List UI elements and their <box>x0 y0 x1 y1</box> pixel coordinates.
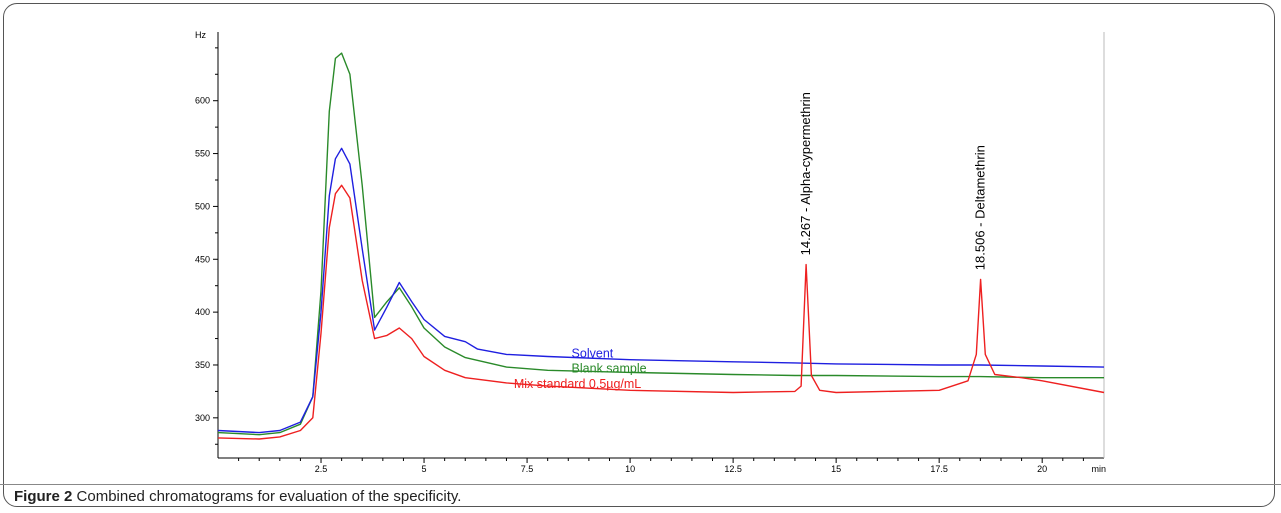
series-label: Solvent <box>572 347 614 361</box>
series-line-solvent <box>217 147 1105 434</box>
chart-series <box>217 52 1105 440</box>
figure-caption: Figure 2 Combined chromatograms for eval… <box>0 484 1281 508</box>
peak-annotation: 14.267 - Alpha-cypermethrin <box>798 92 813 255</box>
x-tick-label: 15 <box>831 464 841 474</box>
x-tick-label: 17.5 <box>930 464 948 474</box>
y-tick-label: 500 <box>195 201 210 211</box>
x-tick-label: 7.5 <box>521 464 534 474</box>
x-tick-label: 20 <box>1037 464 1047 474</box>
series-label: Mix standard 0.5µg/mL <box>514 377 641 391</box>
caption-text: Figure 2 Combined chromatograms for eval… <box>14 488 461 505</box>
y-tick-label: 550 <box>195 149 210 159</box>
y-axis-unit: Hz <box>195 30 206 40</box>
y-tick-label: 350 <box>195 360 210 370</box>
caption-label: Figure 2 <box>14 488 73 505</box>
x-tick-label: 12.5 <box>724 464 742 474</box>
caption-body: Combined chromatograms for evaluation of… <box>76 488 462 505</box>
figure-frame <box>3 3 1275 507</box>
series-line-blank-sample <box>217 52 1104 436</box>
series-line-mix-standard-0-5-g-ml <box>217 184 1105 440</box>
chromatogram-chart: 300 350 400 450 500 550 600 Hz 2.5 5 7.5 10 12.5 15 17… <box>195 30 1106 474</box>
y-tick-label: 300 <box>195 413 210 423</box>
y-tick-label: 600 <box>195 96 210 106</box>
x-tick-label: 2.5 <box>315 464 328 474</box>
chart-axes: 300 350 400 450 500 550 600 Hz 2.5 5 7.5 10 12.5 15 17… <box>195 30 1106 474</box>
series-label: Blank sample <box>572 361 647 375</box>
peak-annotation: 18.506 - Deltamethrin <box>973 145 988 270</box>
x-tick-label: 10 <box>625 464 635 474</box>
x-tick-label: 5 <box>422 464 427 474</box>
x-axis-unit: min <box>1091 464 1106 474</box>
y-tick-label: 450 <box>195 254 210 264</box>
y-tick-label: 400 <box>195 307 210 317</box>
